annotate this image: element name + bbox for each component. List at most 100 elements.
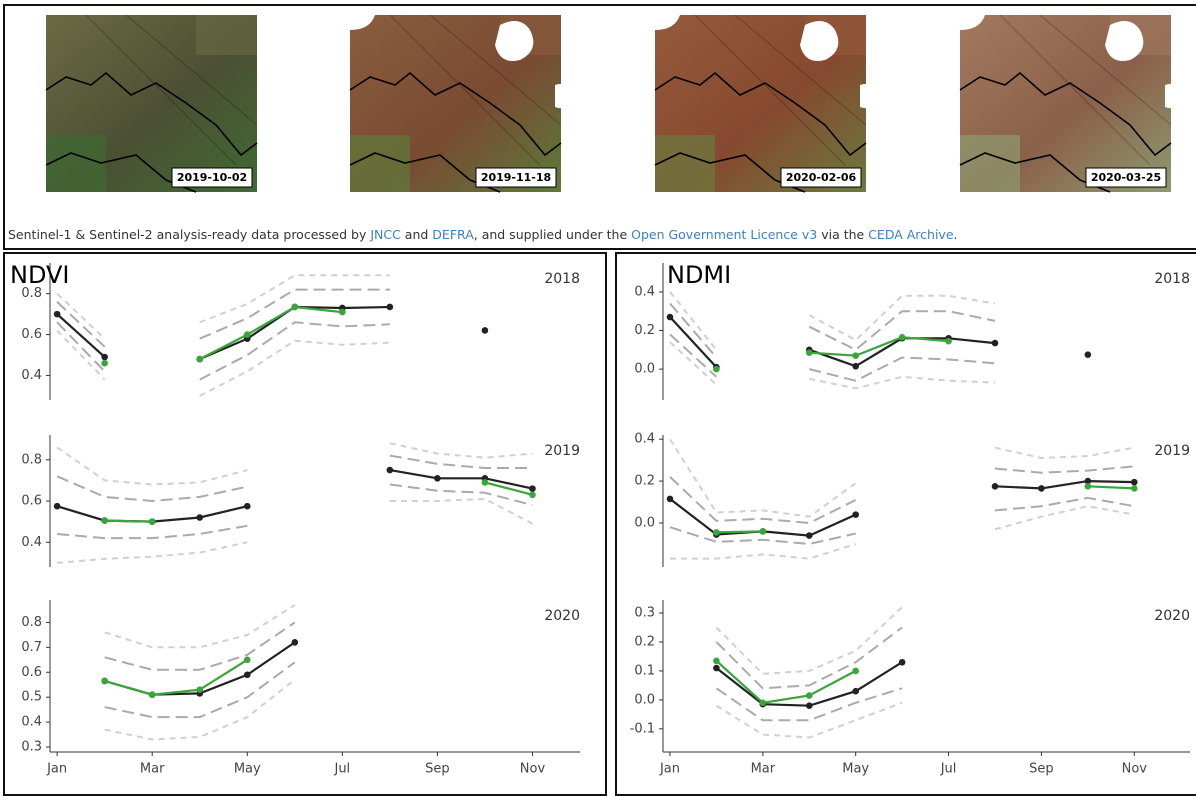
point: [805, 349, 813, 357]
band-line: [715, 687, 903, 722]
point: [148, 691, 156, 698]
point: [386, 303, 394, 311]
boundary: [959, 71, 1172, 193]
cloud: [655, 15, 878, 109]
point: [713, 657, 720, 665]
satellite-image: 2020-03-25: [959, 14, 1183, 193]
point: [666, 313, 674, 321]
credit-text: , and supplied under the: [473, 227, 632, 242]
point: [196, 514, 204, 521]
series-line: [57, 307, 485, 359]
point: [291, 303, 299, 311]
y-tick-label: 0.6: [21, 327, 42, 342]
credit-text: and: [400, 227, 433, 242]
y-tick-label: 0.8: [21, 452, 42, 467]
band-line: [669, 438, 1135, 518]
credit-link[interactable]: JNCC: [370, 227, 401, 242]
y-tick-label: 0.0: [634, 692, 655, 707]
point: [805, 702, 813, 709]
year-label: 2019: [544, 443, 580, 459]
series-line: [669, 479, 1135, 537]
point: [386, 466, 394, 474]
diagonal: [85, 14, 258, 166]
year-label: 2019: [1154, 443, 1190, 459]
x-tick-label: May: [842, 762, 869, 777]
image-date: 2020-03-25: [1091, 171, 1161, 184]
point: [1084, 477, 1092, 485]
cloud: [350, 15, 573, 109]
credit-link[interactable]: Open Government Licence v3: [631, 227, 818, 242]
y-tick-label: 0.2: [634, 634, 655, 649]
x-tick-label: Mar: [751, 762, 776, 777]
band-line: [56, 442, 533, 486]
y-tick-label: 0.1: [634, 663, 655, 678]
chart-title: NDVI: [10, 261, 70, 289]
image-date: 2020-02-06: [786, 171, 857, 184]
band-line: [56, 288, 390, 348]
band-line: [104, 604, 296, 649]
x-tick-label: Jan: [659, 762, 680, 777]
point: [713, 529, 720, 536]
series-line: [56, 469, 533, 523]
year-label: 2020: [1154, 608, 1190, 624]
y-tick-label: 0.0: [634, 516, 655, 531]
credit-text: .: [953, 227, 958, 242]
y-tick-label: 0.8: [21, 615, 42, 630]
point: [196, 355, 204, 363]
credit-text: Sentinel-1 & Sentinel-2 analysis-ready d…: [8, 227, 371, 242]
point: [945, 337, 952, 345]
band-line: [669, 291, 996, 351]
image-field: [655, 135, 715, 192]
credit: Sentinel-1 & Sentinel-2 analysis-ready d…: [8, 227, 958, 242]
series-line: [716, 485, 1135, 534]
point: [1038, 485, 1045, 492]
x-tick-label: May: [234, 762, 261, 777]
point: [148, 518, 156, 525]
point: [291, 639, 299, 646]
y-tick-label: 0.2: [634, 323, 655, 338]
satellite-image: 2019-10-02: [45, 14, 258, 193]
x-tick-label: Jul: [333, 762, 350, 777]
credit-link[interactable]: CEDA Archive: [868, 227, 954, 242]
band-line: [57, 497, 533, 564]
year-label: 2020: [544, 608, 580, 624]
point: [243, 331, 251, 338]
image-field: [46, 135, 106, 192]
x-tick-label: Sep: [1029, 762, 1054, 777]
point: [852, 687, 859, 695]
y-tick-label: 0.4: [21, 535, 42, 550]
point: [991, 483, 999, 490]
series-line: [809, 336, 949, 357]
y-tick-label: 0.6: [21, 494, 42, 509]
point: [1130, 485, 1138, 492]
band-line: [669, 333, 996, 382]
band-line: [104, 661, 296, 719]
image-field: [196, 15, 257, 55]
band-line: [56, 274, 390, 340]
point: [243, 671, 251, 679]
y-tick-label: 0.4: [634, 284, 655, 299]
series-line: [715, 659, 857, 704]
year-label: 2018: [544, 271, 580, 287]
credit-text: via the: [817, 227, 869, 242]
diagonal: [389, 14, 562, 166]
image-date: 2019-11-18: [481, 171, 551, 184]
band-line: [57, 483, 533, 540]
band-line: [56, 454, 533, 503]
series-line: [104, 658, 248, 696]
x-tick-label: Jan: [46, 762, 67, 777]
point: [852, 362, 859, 370]
date-box: [171, 167, 253, 188]
band-line: [104, 678, 296, 741]
credit-link[interactable]: DEFRA: [432, 227, 474, 242]
satellite-image: 2019-11-18: [349, 14, 573, 193]
x-tick-label: Mar: [140, 762, 165, 777]
y-tick-label: 0.4: [21, 715, 42, 730]
x-tick-label: Nov: [520, 762, 546, 777]
point: [53, 310, 61, 318]
imagery-box: [3, 4, 1196, 250]
boundary: [654, 71, 867, 193]
image-date: 2019-10-02: [177, 171, 247, 184]
image-field: [960, 135, 1020, 192]
point: [243, 656, 251, 664]
